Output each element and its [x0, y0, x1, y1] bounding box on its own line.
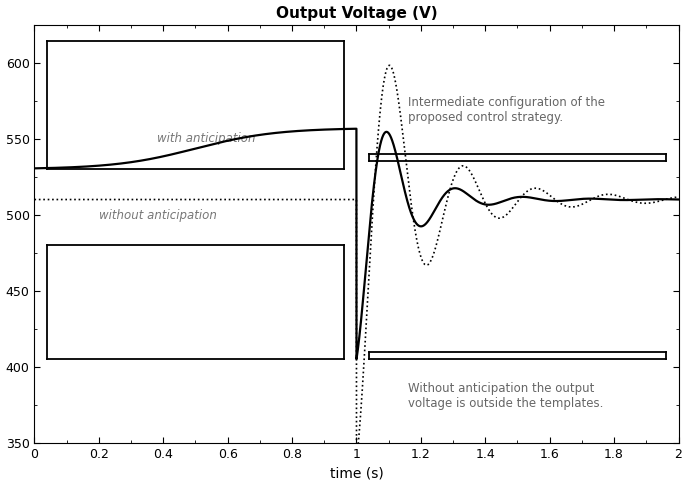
Text: Without anticipation the output
voltage is outside the templates.: Without anticipation the output voltage …	[408, 382, 603, 410]
Title: Output Voltage (V): Output Voltage (V)	[276, 5, 438, 20]
Text: Intermediate configuration of the
proposed control strategy.: Intermediate configuration of the propos…	[408, 96, 605, 124]
Text: with anticipation: with anticipation	[157, 132, 255, 145]
X-axis label: time (s): time (s)	[330, 467, 383, 481]
Text: without anticipation: without anticipation	[99, 209, 217, 222]
